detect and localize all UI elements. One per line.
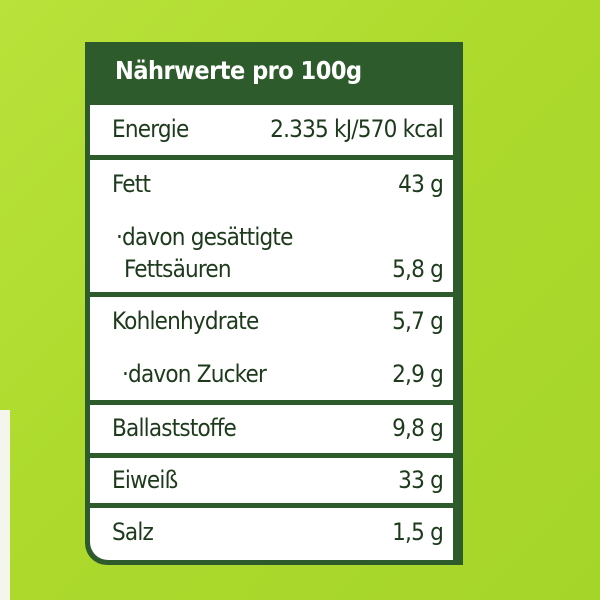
row-value: 5,8 g	[392, 255, 444, 283]
row-value: 2.335 kJ/570 kcal	[270, 115, 444, 143]
row-label: ·davon gesättigte	[116, 223, 293, 251]
row-value: 5,7 g	[392, 307, 444, 335]
row-eiweiss: Eiweiß 33 g	[90, 458, 453, 503]
nutrition-label: Nährwerte pro 100g Energie 2.335 kJ/570 …	[85, 42, 463, 565]
white-edge	[0, 410, 10, 600]
row-salz: Salz 1,5 g	[90, 508, 453, 560]
row-value: 2,9 g	[392, 360, 444, 388]
row-label: Energie	[112, 115, 189, 143]
row-value: 9,8 g	[392, 414, 444, 442]
row-value: 33 g	[398, 466, 444, 494]
row-label: Eiweiß	[112, 466, 178, 494]
row-value: 43 g	[398, 170, 444, 198]
row-energie: Energie 2.335 kJ/570 kcal	[90, 105, 453, 155]
row-label: Fett	[112, 170, 151, 198]
row-label: Salz	[112, 518, 154, 546]
row-value: 1,5 g	[392, 518, 444, 546]
row-label-continued: Fettsäuren	[124, 255, 232, 283]
row-ballaststoffe: Ballaststoffe 9,8 g	[90, 405, 453, 453]
row-fett-group: Fett 43 g ·davon gesättigte Fettsäuren 5…	[90, 160, 453, 292]
label-title: Nährwerte pro 100g	[115, 56, 362, 85]
row-label: Kohlenhydrate	[112, 307, 259, 335]
row-label: Ballaststoffe	[112, 414, 237, 442]
row-label: ·davon Zucker	[122, 360, 267, 388]
row-kohlenhydrate-group: Kohlenhydrate 5,7 g ·davon Zucker 2,9 g	[90, 297, 453, 400]
